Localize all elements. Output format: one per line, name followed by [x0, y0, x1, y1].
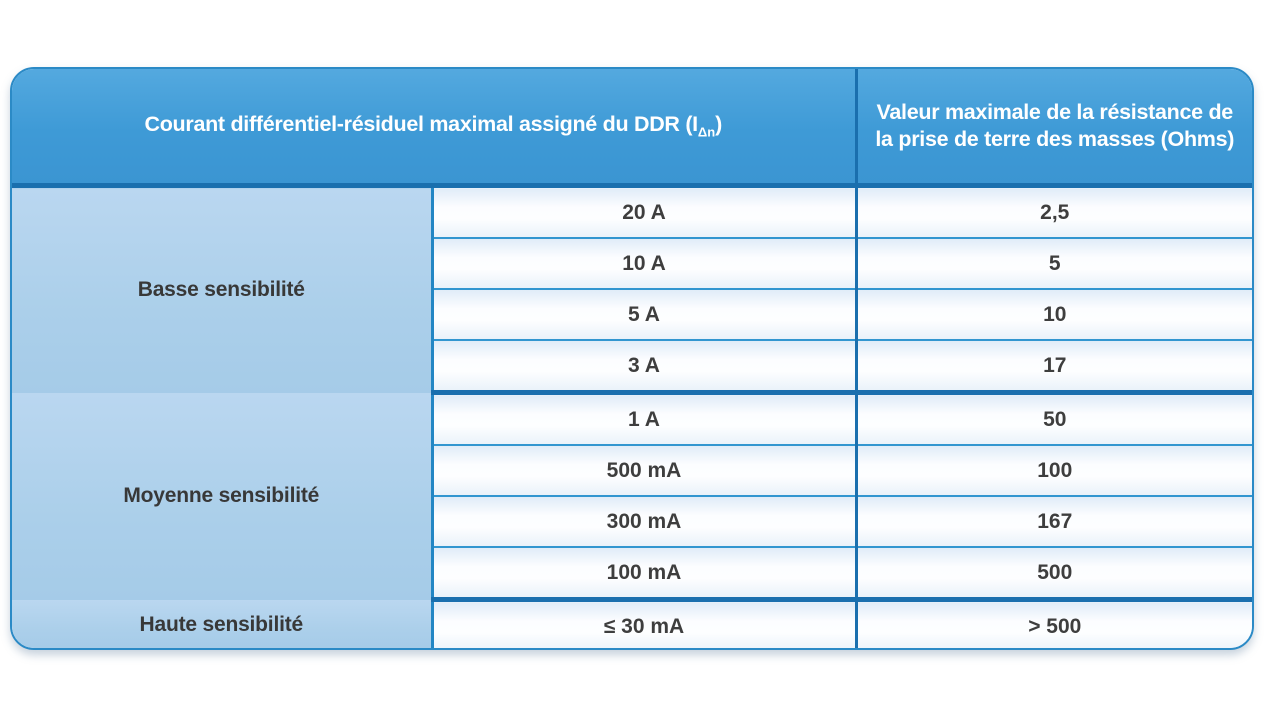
resistance-value-cell: 17	[856, 340, 1252, 395]
column-header-current-text: Courant différentiel-résiduel maximal as…	[144, 112, 698, 137]
resistance-value-cell: 100	[856, 445, 1252, 497]
table-row: 300 mA 167	[12, 496, 1252, 548]
table-row: 10 A 5	[12, 238, 1252, 290]
resistance-value-cell: 10	[856, 289, 1252, 341]
current-value-cell: ≤ 30 mA	[432, 599, 858, 648]
table-row: Moyenne sensibilité 1 A 50	[12, 392, 1252, 600]
current-value-cell: 20 A	[432, 185, 858, 239]
ddr-resistance-table-card: Courant différentiel-résiduel maximal as…	[10, 67, 1254, 650]
resistance-value-cell: > 500	[856, 599, 1252, 648]
resistance-value-cell: 2,5	[856, 185, 1252, 239]
table-row: 500 mA 100	[12, 445, 1252, 497]
resistance-value-cell: 5	[856, 238, 1252, 290]
column-header-current-suffix: )	[715, 112, 723, 137]
current-value-cell: 3 A	[432, 340, 858, 395]
table-row: Haute sensibilité ≤ 30 mA > 500	[12, 599, 1252, 648]
group-label-basse-sensibilite: Basse sensibilité	[12, 185, 434, 393]
current-value-cell: 10 A	[432, 238, 858, 290]
group-label-haute-sensibilite: Haute sensibilité	[12, 599, 434, 648]
current-value-cell: 100 mA	[432, 547, 858, 602]
column-header-current: Courant différentiel-résiduel maximal as…	[12, 69, 858, 188]
resistance-value-cell: 500	[856, 547, 1252, 602]
current-value-cell: 1 A	[432, 392, 858, 446]
table-row: Basse sensibilité 20 A 2,5	[12, 185, 1252, 393]
table-row: 5 A 10	[12, 289, 1252, 341]
current-value-cell: 500 mA	[432, 445, 858, 497]
current-value-cell: 300 mA	[432, 496, 858, 548]
column-header-current-subscript: Δn	[697, 124, 716, 140]
header-row: Courant différentiel-résiduel maximal as…	[12, 69, 1252, 188]
current-value-cell: 5 A	[432, 289, 858, 341]
resistance-value-cell: 50	[856, 392, 1252, 446]
group-label-moyenne-sensibilite: Moyenne sensibilité	[12, 392, 434, 600]
column-header-resistance: Valeur maximale de la résistance de la p…	[856, 69, 1252, 188]
resistance-value-cell: 167	[856, 496, 1252, 548]
table-row: 3 A 17	[12, 340, 1252, 395]
ddr-resistance-table: Courant différentiel-résiduel maximal as…	[12, 69, 1252, 648]
table-row: 100 mA 500	[12, 547, 1252, 602]
